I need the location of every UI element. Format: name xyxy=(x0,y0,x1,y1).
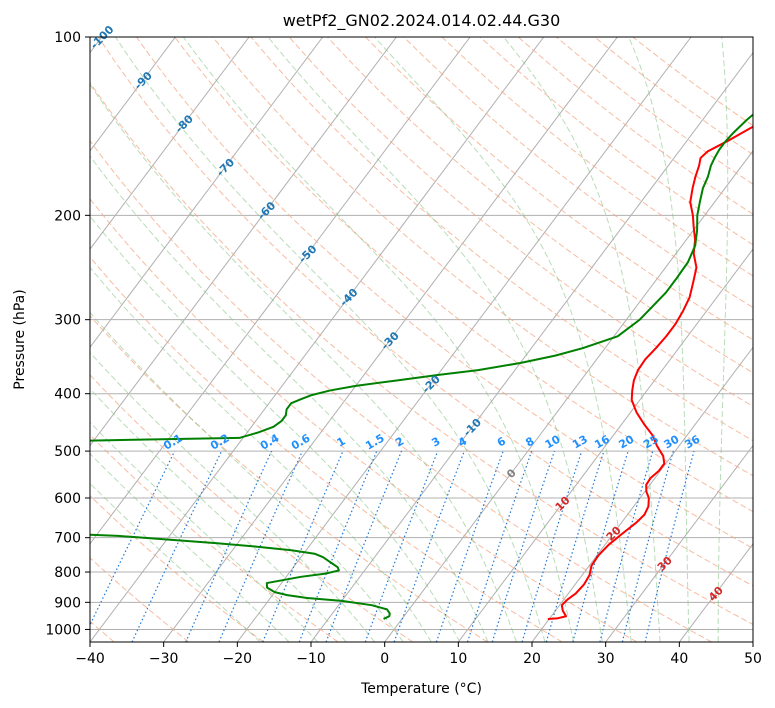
dry-adiabat xyxy=(90,557,190,642)
isotherm-gridline xyxy=(163,37,618,642)
x-tick-label: 30 xyxy=(597,651,615,667)
isotherm-gridline xyxy=(90,37,176,152)
y-tick-label: 300 xyxy=(54,313,81,329)
isotherm-gridline xyxy=(90,37,545,642)
x-tick-label: 0 xyxy=(380,651,389,667)
mixing-ratio-line xyxy=(466,450,533,642)
y-axis-label: Pressure (hPa) xyxy=(12,289,28,389)
isotherm-gridline xyxy=(236,37,692,642)
plot-frame xyxy=(89,36,754,643)
mixing-ratio-line xyxy=(572,450,629,642)
moist-adiabat xyxy=(90,452,290,642)
dry-adiabat xyxy=(90,374,414,642)
isotherm-gridline xyxy=(384,150,753,642)
mixing-ratio-line xyxy=(644,450,695,642)
dry-adiabat xyxy=(90,434,339,642)
y-tick-label: 200 xyxy=(54,208,81,224)
mixing-ratio-line xyxy=(364,450,439,642)
y-tick-label: 800 xyxy=(54,565,81,581)
dry-adiabat xyxy=(97,37,753,587)
isotherm-gridline xyxy=(90,37,471,545)
dry-adiabat xyxy=(403,37,753,309)
moist-adiabat xyxy=(90,388,347,642)
dry-adiabat xyxy=(90,81,753,626)
moist-adiabat xyxy=(717,37,729,642)
x-axis-label: Temperature (°C) xyxy=(360,681,482,697)
dry-adiabat xyxy=(90,256,563,642)
dewpoint-profile-line xyxy=(90,113,753,620)
dry-adiabat xyxy=(288,37,753,407)
tick-layer: −40 −30 −20 −10 0 10 20 30 40 50 1000 900 800 700 600 5… xyxy=(45,30,762,667)
chart-title: wetPf2_GN02.2024.014.02.44.G30 xyxy=(283,11,561,31)
series-layer xyxy=(90,113,753,620)
x-tick-label: 20 xyxy=(523,651,541,667)
moist-adiabat xyxy=(90,155,489,642)
mixing-ratio-line xyxy=(262,450,344,642)
moist-adiabat xyxy=(267,37,603,642)
mixing-ratio-line xyxy=(393,450,465,642)
x-tick-label: 10 xyxy=(449,651,467,667)
moist-adiabat xyxy=(90,266,432,642)
moist-adiabat xyxy=(90,83,517,642)
mixing-ratio-line xyxy=(621,450,674,642)
dry-adiabat xyxy=(90,495,264,642)
mixing-ratio-line xyxy=(521,450,583,642)
y-tick-label: 600 xyxy=(54,491,81,507)
mixing-ratio-line xyxy=(599,450,654,642)
dry-adiabat xyxy=(90,198,638,642)
dry-adiabat xyxy=(326,37,753,374)
isotherm-gridline xyxy=(310,51,753,642)
mixing-ratio-line xyxy=(218,450,303,642)
x-tick-label: −10 xyxy=(296,651,326,667)
temperature-profile-line xyxy=(547,125,753,620)
moist-adiabat xyxy=(90,311,404,642)
moist-adiabat xyxy=(115,37,546,642)
dry-adiabat xyxy=(90,314,488,642)
mixing-ratio-line xyxy=(185,450,273,642)
isotherm-gridline xyxy=(90,37,397,447)
x-tick-label: 50 xyxy=(744,651,762,667)
dry-adiabat xyxy=(174,37,753,513)
moist-adiabat xyxy=(90,482,261,642)
mixing-ratio-line xyxy=(298,450,378,642)
dry-adiabat xyxy=(90,140,712,642)
x-tick-label: −20 xyxy=(223,651,253,667)
y-tick-label: 700 xyxy=(54,531,81,547)
y-tick-label: 100 xyxy=(54,30,81,46)
mixing-ratio-line xyxy=(491,450,555,642)
mixing-ratio-line xyxy=(90,450,176,627)
isotherm-gridline xyxy=(457,248,753,642)
moist-adiabat xyxy=(90,421,319,642)
mixing-ratio-line xyxy=(435,450,504,642)
moist-adiabat xyxy=(182,37,575,642)
moist-adiabat xyxy=(90,215,461,642)
moist-adiabat xyxy=(503,37,661,642)
x-tick-label: −40 xyxy=(75,651,105,667)
isotherm-gridline xyxy=(531,346,753,642)
x-tick-label: 40 xyxy=(670,651,688,667)
dry-adiabat xyxy=(212,37,753,477)
mixing-ratio-line xyxy=(325,450,403,642)
y-tick-label: 1000 xyxy=(45,622,81,638)
isotherm-gridline xyxy=(605,444,753,642)
grid-layer xyxy=(90,37,753,642)
y-tick-label: 900 xyxy=(54,595,81,611)
x-tick-label: −30 xyxy=(149,651,179,667)
moist-adiabat xyxy=(628,37,690,642)
y-tick-label: 500 xyxy=(54,444,81,460)
moist-adiabat xyxy=(374,37,632,642)
y-tick-label: 400 xyxy=(54,387,81,403)
isotherm-gridline xyxy=(90,37,324,349)
